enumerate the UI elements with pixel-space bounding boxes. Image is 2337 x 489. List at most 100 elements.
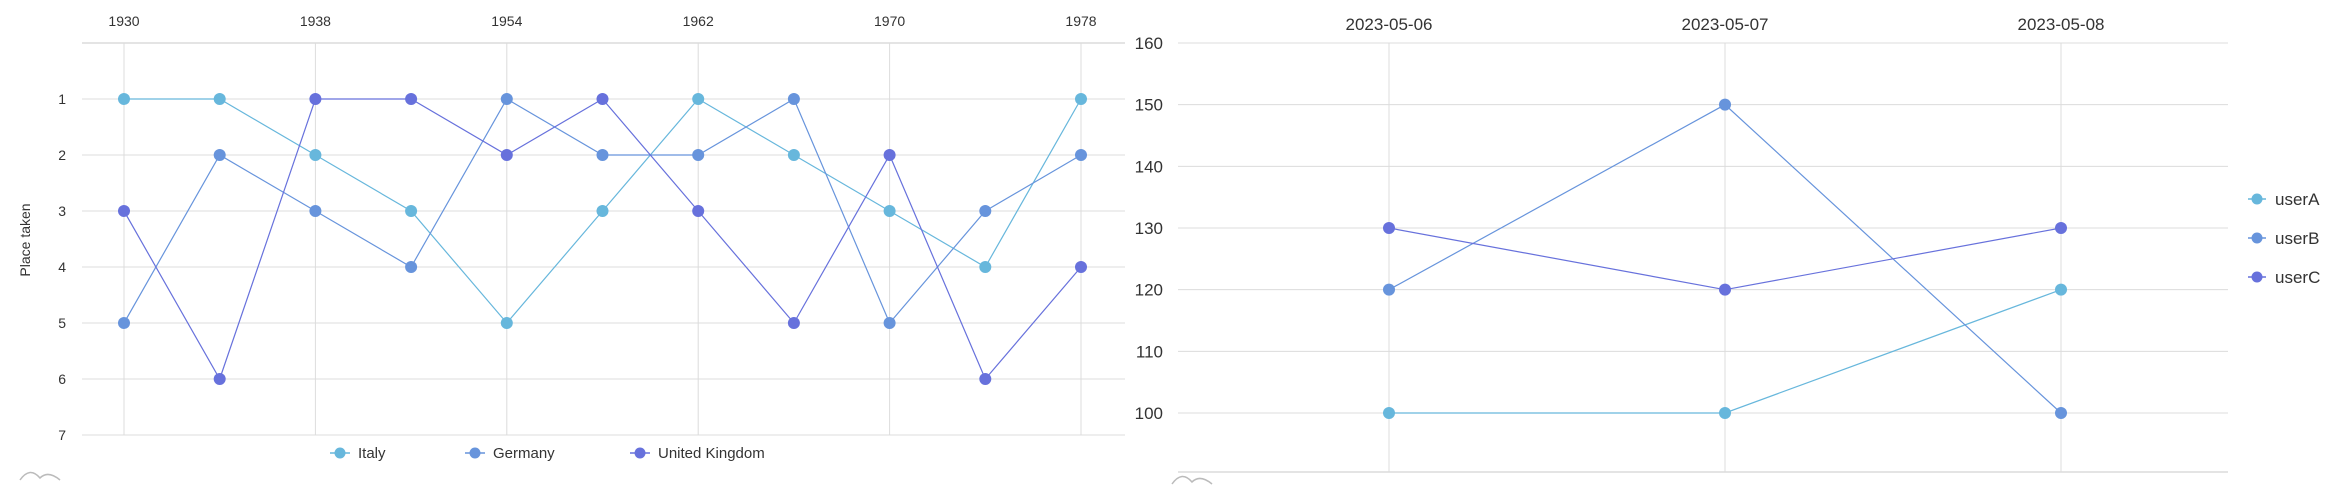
chart2-legend-label: userA [2275,190,2320,209]
chart2-series-2 [1383,222,2067,296]
chart1-y-tick-label: 2 [58,147,66,163]
chart1-legend-label: Germany [493,445,555,462]
chart1-data-point [1075,261,1087,273]
chart1-data-point [500,93,513,105]
chart1-logo-icon [19,471,61,481]
chart1-y-tick-label: 5 [58,315,66,331]
chart1-x-tick-label: 1930 [108,13,139,29]
chart1-y-axis-title: Place taken [17,203,33,276]
chart2-data-point [1383,222,1395,234]
chart1-data-point [500,317,513,329]
chart2-series-0 [1383,283,2067,419]
chart1-legend-label: United Kingdom [658,445,765,462]
chart1-x-tick-label: 1962 [683,13,714,29]
chart2-y-tick-label: 110 [1136,342,1163,361]
chart1-data-point [309,93,322,105]
chart1-data-point [979,205,992,217]
chart1-data-point [405,261,418,273]
chart1-data-point [787,317,800,329]
chart2-data-point [2055,283,2067,296]
chart1-legend-label: Italy [358,445,386,462]
chart2-legend: userA userB userC [2248,190,2320,287]
chart2-y-tick-label: 140 [1135,157,1163,176]
chart1-data-point [979,373,992,385]
chart2-data-point [2055,407,2067,419]
chart1-data-point [118,93,130,105]
chart1-data-point [787,149,800,161]
chart1-data-point [213,373,226,385]
chart1-y-tick-label: 6 [58,371,66,387]
chart1-data-point [213,93,226,105]
chart1-y-tick-label: 3 [58,203,66,219]
chart1-legend: Italy Germany United Kingdom [330,445,765,462]
legend-dot-icon [2251,193,2263,205]
chart2-x-tick-label: 2023-05-08 [2018,15,2105,34]
chart1-legend-item: United Kingdom [630,445,765,462]
chart2-data-point [1383,283,1395,296]
chart2-data-point [1719,283,1731,296]
chart2-x-tick-label: 2023-05-07 [1682,15,1769,34]
chart1-data-point [692,93,705,105]
chart1-x-axis: 1930 1938 1954 1962 1970 1978 [108,13,1096,29]
chart1-data-point [883,149,896,161]
legend-dot-icon [634,447,646,459]
world-cup-places-chart: 1930 1938 1954 1962 1970 1978 1 2 3 4 5 6 7 Place t… [17,13,1125,481]
chart1-data-point [1075,149,1087,161]
chart2-legend-label: userB [2275,229,2319,248]
chart1-x-tick-label: 1978 [1065,13,1096,29]
chart1-y-tick-label: 7 [58,427,66,443]
chart1-x-tick-label: 1970 [874,13,905,29]
chart1-data-point [1075,93,1087,105]
chart1-data-point [596,93,609,105]
chart1-data-point [692,149,705,161]
chart2-logo-icon [1171,475,1213,485]
chart2-y-tick-label: 160 [1135,34,1163,53]
chart1-data-point [979,261,992,273]
chart1-data-point [309,149,322,161]
chart2-legend-label: userC [2275,268,2320,287]
chart1-data-point [883,317,896,329]
legend-dot-icon [469,447,481,459]
chart1-data-point [213,149,226,161]
chart1-y-axis: 1 2 3 4 5 6 7 [58,91,66,443]
chart2-data-point [1719,98,1731,111]
chart1-series [118,93,1087,385]
chart1-legend-item: Italy [330,445,386,462]
chart2-series-1 [1383,98,2067,419]
user-values-chart: 2023-05-06 2023-05-07 2023-05-08 100 110 120… [1135,15,2320,485]
chart1-y-tick-label: 1 [58,91,66,107]
chart1-data-point [692,205,705,217]
chart1-data-point [500,149,513,161]
chart1-data-point [118,317,130,329]
chart2-x-axis: 2023-05-06 2023-05-07 2023-05-08 [1346,15,2105,34]
chart2-data-point [1383,407,1395,419]
chart2-y-axis: 100 110 120 130 140 150 160 [1135,34,1163,423]
chart2-y-tick-label: 120 [1135,281,1163,300]
chart2-series [1383,98,2067,419]
chart1-x-tick-label: 1954 [491,13,522,29]
chart1-data-point [309,205,322,217]
chart1-grid [82,42,1125,436]
chart1-data-point [405,205,418,217]
chart2-legend-item: userC [2248,268,2320,287]
chart1-data-point [596,205,609,217]
chart1-x-tick-label: 1938 [300,13,331,29]
chart1-legend-item: Germany [465,445,555,462]
chart2-grid [1178,42,2228,473]
legend-dot-icon [334,447,346,459]
chart1-series-2 [118,93,1087,385]
chart2-y-tick-label: 150 [1135,96,1163,115]
chart2-y-tick-label: 130 [1135,219,1163,238]
chart2-x-tick-label: 2023-05-06 [1346,15,1433,34]
chart1-data-point [596,149,609,161]
chart1-data-point [405,93,418,105]
legend-dot-icon [2251,232,2263,244]
legend-dot-icon [2251,271,2263,283]
chart2-data-point [2055,222,2067,234]
chart2-y-tick-label: 100 [1135,404,1163,423]
chart2-legend-item: userA [2248,190,2320,209]
chart1-data-point [787,93,800,105]
chart1-data-point [118,205,130,217]
chart1-data-point [883,205,896,217]
chart2-legend-item: userB [2248,229,2319,248]
